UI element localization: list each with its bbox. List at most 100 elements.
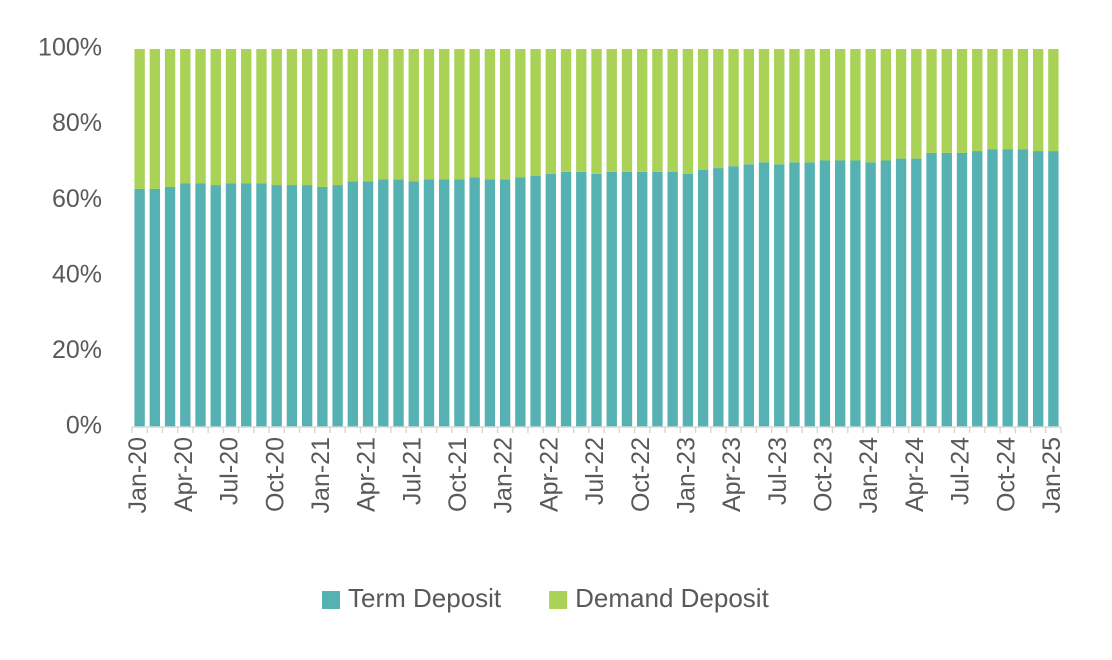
- legend-swatch: [322, 591, 340, 609]
- x-tick-label: Oct-20: [261, 437, 289, 512]
- y-tick-label: 60%: [52, 185, 102, 213]
- bar-segment: [713, 49, 724, 169]
- bar-segment: [895, 49, 907, 159]
- bar-segment: [164, 186, 176, 427]
- bar-segment: [667, 49, 678, 172]
- bar-segment: [956, 152, 968, 427]
- bar-segment: [637, 171, 648, 427]
- bar-segment: [393, 179, 404, 427]
- bar-segment: [743, 49, 754, 165]
- bar-segment: [408, 49, 419, 182]
- bar-segment: [926, 49, 937, 153]
- bar-segment: [880, 49, 892, 161]
- bar-segment: [423, 49, 435, 180]
- bar-segment: [941, 49, 952, 153]
- bar-segment: [545, 173, 556, 427]
- bar-segment: [332, 185, 343, 427]
- bar-segment: [301, 49, 313, 186]
- bar-segment: [956, 49, 968, 153]
- bar-segment: [834, 160, 846, 427]
- x-tick-label: Jan-23: [672, 437, 700, 513]
- bar-segment: [225, 49, 237, 184]
- bar-segment: [1032, 151, 1044, 427]
- bar-segment: [911, 49, 922, 159]
- bar-segment: [682, 49, 694, 174]
- bar-segment: [880, 160, 892, 427]
- bar-segment: [515, 177, 526, 427]
- bar-segment: [1017, 149, 1029, 428]
- bar-segment: [256, 183, 267, 427]
- bar-segment: [408, 181, 419, 427]
- bar-segment: [241, 49, 252, 184]
- bar-segment: [606, 171, 617, 427]
- bar-segment: [789, 162, 800, 427]
- bar-segment: [286, 185, 298, 427]
- bar-segment: [484, 49, 496, 180]
- bar-segment: [423, 179, 435, 427]
- bar-segment: [271, 49, 282, 186]
- bar-segment: [1002, 149, 1013, 428]
- legend-label: Term Deposit: [348, 583, 502, 613]
- bar-segment: [804, 162, 815, 427]
- bar-segment: [195, 49, 206, 184]
- bar-segment: [972, 49, 983, 152]
- bar-segment: [469, 177, 480, 427]
- bar-segment: [667, 171, 678, 427]
- bar-segment: [210, 49, 221, 186]
- bar-segment: [895, 158, 907, 427]
- bar-segment: [271, 185, 282, 427]
- bar-segment: [697, 49, 709, 170]
- bar-segment: [393, 49, 404, 180]
- legend-swatch: [549, 591, 568, 609]
- x-tick-label: Apr-24: [901, 437, 929, 512]
- bar-segment: [774, 49, 785, 165]
- bar-segment: [637, 49, 648, 172]
- bar-segment: [454, 49, 465, 180]
- x-tick-label: Jan-25: [1038, 437, 1066, 513]
- x-tick-label: Jan-22: [490, 437, 518, 513]
- bar-segment: [378, 49, 389, 180]
- bar-segment: [1017, 49, 1029, 150]
- bar-segment: [180, 49, 191, 184]
- bar-segment: [652, 49, 663, 172]
- x-tick-label: Apr-23: [718, 437, 746, 512]
- bar-segment: [484, 179, 496, 427]
- bar-segment: [347, 181, 359, 427]
- bar-segment: [789, 49, 800, 163]
- bar-segment: [850, 160, 861, 427]
- bar-segment: [347, 49, 359, 182]
- bar-segment: [972, 151, 983, 427]
- bar-segment: [758, 49, 770, 163]
- bar-segment: [530, 175, 541, 427]
- x-tick-label: Jul-22: [581, 437, 609, 505]
- bar-segment: [591, 49, 602, 174]
- y-tick-label: 0%: [66, 412, 102, 440]
- x-tick-label: Oct-24: [992, 437, 1020, 512]
- bar-segment: [195, 183, 206, 427]
- bar-segment: [134, 188, 145, 427]
- x-tick-label: Jan-24: [855, 437, 883, 514]
- bar-segment: [728, 49, 739, 167]
- bar-segment: [987, 49, 998, 150]
- bar-segment: [454, 179, 465, 427]
- y-tick-label: 100%: [38, 34, 102, 62]
- bar-segment: [439, 179, 450, 427]
- bar-segment: [210, 185, 221, 427]
- bar-segment: [560, 171, 572, 427]
- bar-segment: [256, 49, 267, 184]
- bar-segment: [560, 49, 572, 172]
- bar-segment: [743, 164, 754, 428]
- bar-segment: [469, 49, 480, 178]
- bar-segment: [499, 49, 511, 180]
- x-tick-label: Apr-20: [170, 437, 198, 512]
- bar-segment: [834, 49, 846, 161]
- bar-segment: [149, 49, 161, 189]
- x-tick-label: Jan-21: [307, 437, 335, 513]
- x-tick-label: Jan-20: [124, 437, 152, 513]
- bar-segment: [804, 49, 815, 163]
- bar-segment: [332, 49, 343, 186]
- x-tick-label: Apr-21: [353, 437, 381, 512]
- bar-segment: [378, 179, 389, 427]
- y-tick-label: 80%: [52, 109, 102, 137]
